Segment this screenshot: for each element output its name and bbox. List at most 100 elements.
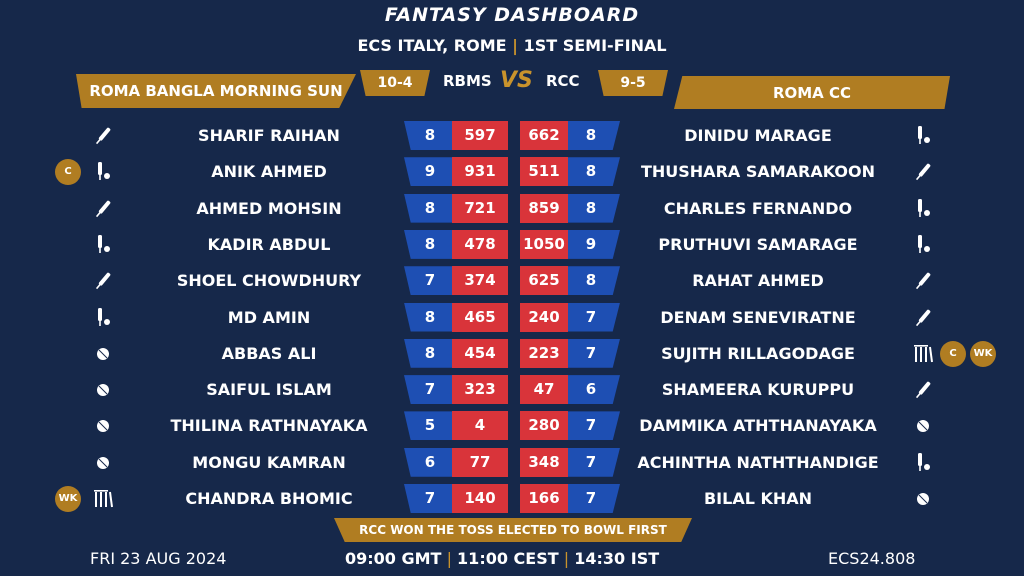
left-player-points: 140: [452, 484, 508, 513]
captain-badge: C: [55, 159, 81, 186]
right-player-points: 240: [520, 302, 568, 332]
right-player-name: DINIDU MARAGE: [684, 126, 832, 145]
time-ist: 14:30 IST: [574, 549, 660, 568]
captain-badge: C: [940, 340, 966, 367]
right-player-name: SUJITH RILLAGODAGE: [661, 343, 855, 363]
right-team-record-text: 9-5: [620, 75, 646, 91]
left-player-matches: 7: [404, 375, 452, 405]
player-row: THILINA RATHNAYAKA 5 4 280 7 DAMMIKA ATHTHANA…: [0, 408, 1024, 444]
time-gmt: 09:00 GMT: [345, 549, 442, 568]
bowl-role-icon: [90, 414, 116, 438]
left-player-name: SHARIF RAIHAN: [198, 126, 340, 145]
left-player-name: SAIFUL ISLAM: [206, 380, 332, 400]
bat-role-icon: [910, 378, 936, 402]
right-player-points: 625: [520, 266, 568, 296]
right-team-record: 9-5: [598, 70, 668, 96]
bat-role-icon: [910, 269, 936, 293]
left-player-points: 931: [452, 157, 508, 187]
left-team-banner: ROMA BANGLA MORNING SUN: [76, 74, 356, 108]
allround-role-icon: [90, 233, 116, 257]
left-player-name: MD AMIN: [227, 307, 311, 327]
bowl-role-icon: [90, 451, 116, 475]
right-player-name: CHARLES FERNANDO: [663, 198, 853, 218]
player-row: SHOEL CHOWDHURY 7 374 625 8 RAHAT AHMED: [0, 263, 1024, 299]
left-player-points: 77: [452, 447, 508, 477]
bat-role-icon: [90, 197, 116, 221]
wk-role-icon: [90, 487, 116, 511]
right-player-points: 223: [520, 338, 568, 368]
right-player-matches: 7: [568, 484, 620, 513]
player-row: ANIK AHMED 9 931 511 8 THUSHARA SAMARAKOON C: [0, 154, 1024, 190]
toss-banner: RCC WON THE TOSS ELECTED TO BOWL FIRST: [334, 518, 692, 542]
bat-role-icon: [90, 269, 116, 293]
player-row: KADIR ABDUL 8 478 1050 9 PRUTHUVI SAMARAGE: [0, 227, 1024, 263]
bat-role-icon: [90, 124, 116, 148]
dashboard-title: FANTASY DASHBOARD: [384, 4, 640, 26]
left-player-name: CHANDRA BHOMIC: [185, 489, 353, 508]
wicketkeeper-badge: WK: [55, 486, 81, 512]
event-name: ECS ITALY, ROME: [357, 36, 507, 55]
player-row: AHMED MOHSIN 8 721 859 8 CHARLES FERNANDO: [0, 191, 1024, 227]
right-player-matches: 8: [568, 193, 620, 223]
left-player-matches: 9: [404, 157, 452, 187]
left-player-matches: 5: [404, 411, 452, 441]
left-team-abbr: RBMS: [443, 72, 492, 90]
time-cest: 11:00 CEST: [457, 549, 559, 568]
left-team-name: ROMA BANGLA MORNING SUN: [89, 82, 343, 100]
left-player-points: 323: [452, 375, 508, 405]
bowl-role-icon: [90, 342, 116, 366]
allround-role-icon: [910, 233, 936, 257]
left-player-name: AHMED MOHSIN: [196, 198, 342, 218]
left-player-name: THILINA RATHNAYAKA: [170, 416, 368, 436]
bat-role-icon: [910, 306, 936, 330]
left-team-record: 10-4: [360, 70, 430, 96]
right-team-abbr: RCC: [546, 72, 580, 90]
right-team-banner: ROMA CC: [674, 76, 950, 109]
right-player-matches: 7: [568, 411, 620, 441]
right-player-points: 1050: [520, 229, 568, 259]
right-player-name: THUSHARA SAMARAKOON: [640, 162, 876, 182]
left-player-points: 478: [452, 229, 508, 259]
match-code: ECS24.808: [828, 549, 916, 568]
right-player-points: 47: [520, 375, 568, 405]
left-player-matches: 8: [404, 229, 452, 259]
right-player-matches: 7: [568, 338, 620, 368]
right-player-matches: 7: [568, 447, 620, 477]
allround-role-icon: [910, 451, 936, 475]
right-player-name: BILAL KHAN: [703, 489, 813, 508]
player-row: ABBAS ALI 8 454 223 7 SUJITH RILLAGODAGE C WK: [0, 336, 1024, 372]
wk-role-icon: [910, 342, 936, 366]
right-player-name: PRUTHUVI SAMARAGE: [658, 234, 858, 254]
allround-role-icon: [910, 124, 936, 148]
right-player-name: DENAM SENEVIRATNE: [660, 307, 856, 327]
left-player-name: MONGU KAMRAN: [192, 452, 346, 472]
right-player-name: RAHAT AHMED: [692, 271, 824, 291]
left-player-matches: 8: [404, 193, 452, 223]
bowl-role-icon: [90, 378, 116, 402]
right-player-matches: 8: [568, 121, 620, 150]
left-player-matches: 8: [404, 121, 452, 150]
subtitle-separator: |: [512, 36, 518, 55]
player-row: SHARIF RAIHAN 8 597 662 8 DINIDU MARAGE: [0, 118, 1024, 154]
right-player-points: 280: [520, 411, 568, 441]
bowl-role-icon: [910, 487, 936, 511]
left-player-points: 454: [452, 338, 508, 368]
right-player-matches: 6: [568, 375, 620, 405]
right-player-points: 348: [520, 447, 568, 477]
toss-text: RCC WON THE TOSS ELECTED TO BOWL FIRST: [359, 523, 667, 537]
left-player-name: KADIR ABDUL: [207, 234, 331, 254]
match-subtitle: ECS ITALY, ROME | 1ST SEMI-FINAL: [0, 36, 1024, 55]
left-player-matches: 6: [404, 447, 452, 477]
vs-icon: VS: [500, 68, 533, 93]
match-times: 09:00 GMT | 11:00 CEST | 14:30 IST: [345, 549, 659, 568]
left-player-points: 597: [452, 121, 508, 150]
right-player-points: 166: [520, 484, 568, 513]
right-team-name: ROMA CC: [772, 83, 852, 102]
wicketkeeper-badge: WK: [970, 340, 996, 367]
left-player-points: 374: [452, 266, 508, 296]
left-player-matches: 7: [404, 266, 452, 296]
time-separator: |: [446, 549, 452, 568]
time-separator: |: [563, 549, 570, 568]
player-row: SAIFUL ISLAM 7 323 47 6 SHAMEERA KURUPPU: [0, 372, 1024, 408]
match-date: FRI 23 AUG 2024: [90, 549, 227, 568]
